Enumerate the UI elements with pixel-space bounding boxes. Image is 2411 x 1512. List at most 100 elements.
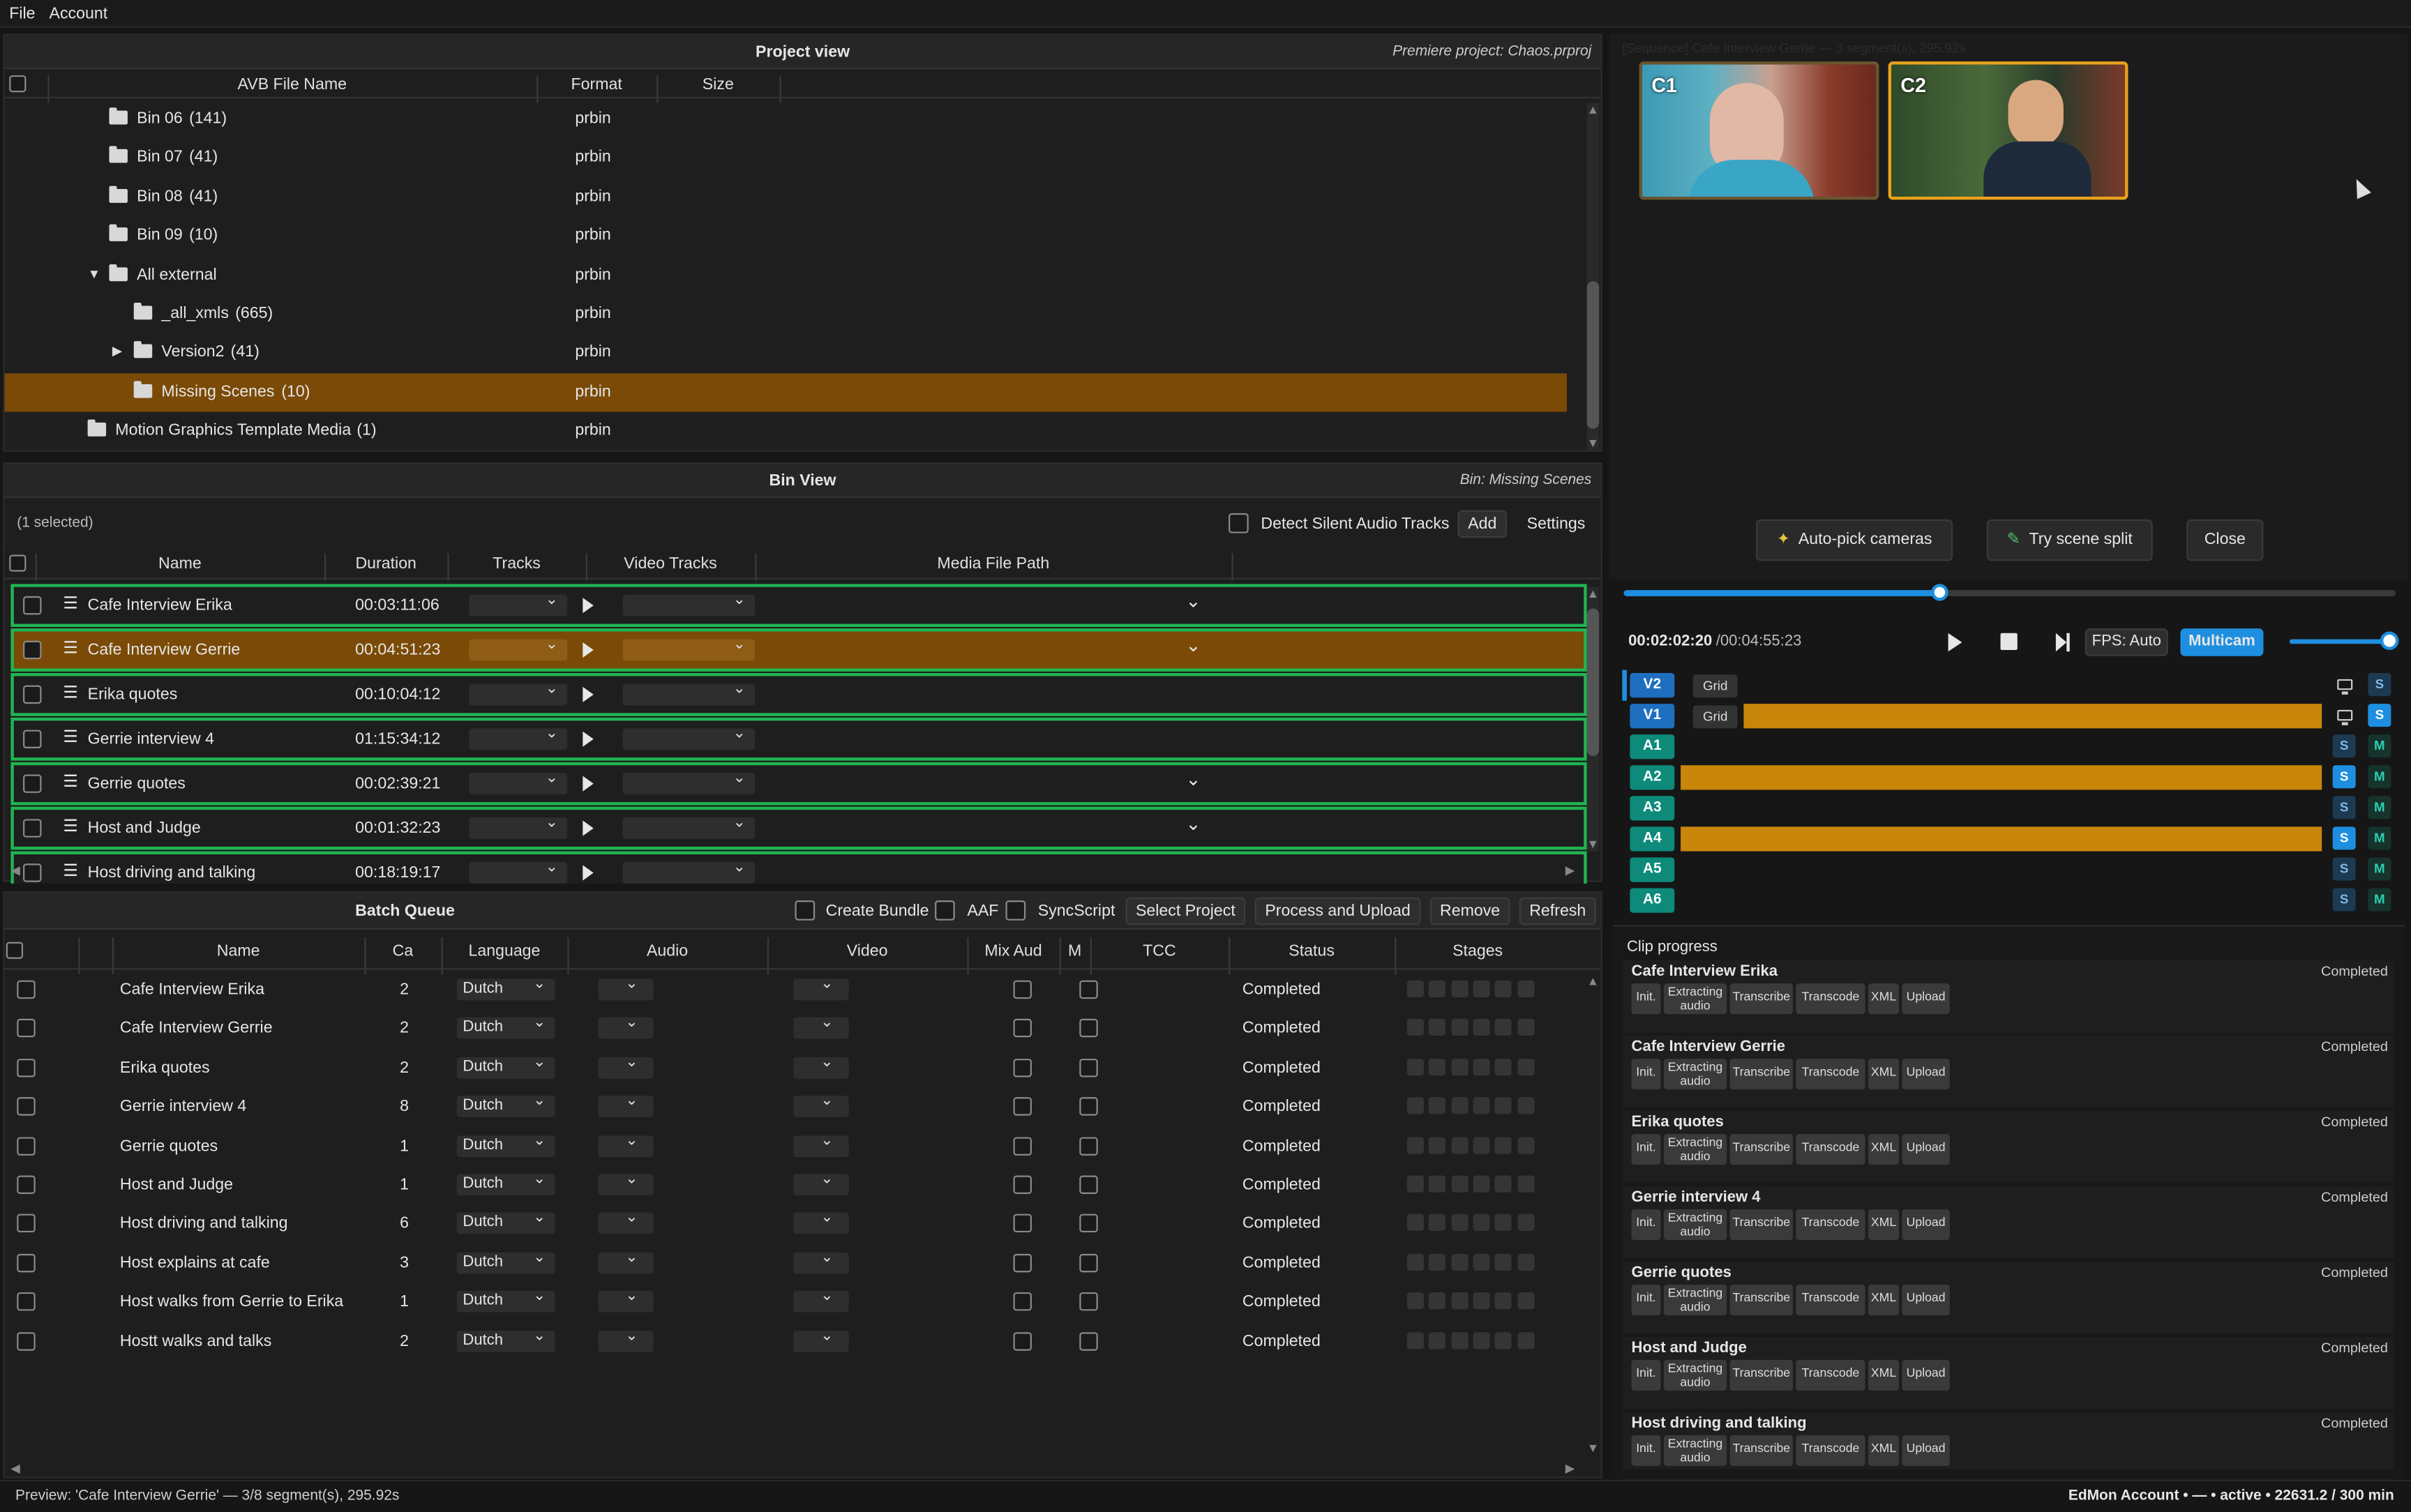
solo-button[interactable]: S [2368, 673, 2391, 697]
video-dropdown[interactable]: ⌄ [793, 1054, 849, 1079]
project-row[interactable]: Bin 07 (41) prbin [5, 139, 1567, 177]
bin-row-checkbox[interactable] [23, 863, 42, 882]
col-q-audio[interactable]: Audio [646, 942, 689, 961]
col-q-language[interactable]: Language [468, 942, 541, 961]
settings-button[interactable]: Settings [1526, 515, 1586, 534]
video-tracks-dropdown[interactable]: ⌄ [622, 770, 756, 795]
drag-handle-icon[interactable]: ☰ [63, 639, 79, 658]
bin-row-checkbox[interactable] [23, 685, 42, 704]
project-scrollbar[interactable]: ▲ ▼ [1586, 103, 1600, 451]
timeline-scrubber[interactable] [1623, 584, 2396, 601]
step-forward-icon[interactable] [2055, 633, 2067, 652]
col-size[interactable]: Size [702, 75, 734, 94]
mute-button[interactable]: M [2368, 765, 2391, 789]
detect-silent-checkbox[interactable] [1229, 513, 1249, 534]
project-row[interactable]: Missing Scenes (10) prbin [4, 372, 1567, 412]
queue-row[interactable]: Erika quotes 2 Dutch ⌄ ⌄ ⌄ Completed [5, 1049, 1567, 1087]
mix-audio-checkbox[interactable] [1013, 1331, 1032, 1350]
video-tracks-dropdown[interactable]: ⌄ [622, 859, 756, 884]
queue-row[interactable]: Host walks from Gerrie to Erika 1 Dutch ⌄ ⌄ ⌄… [5, 1283, 1567, 1322]
bin-row-checkbox[interactable] [23, 729, 42, 749]
tracks-dropdown[interactable]: ⌄ [469, 770, 568, 795]
close-button[interactable]: Close [2186, 519, 2264, 561]
media-path-chevron-icon[interactable]: ⌄ [1185, 634, 1201, 656]
track-label-a4[interactable]: A4 [1630, 826, 1675, 852]
m-checkbox[interactable] [1079, 980, 1098, 999]
audio-dropdown[interactable]: ⌄ [598, 1093, 654, 1118]
mix-audio-checkbox[interactable] [1013, 1175, 1032, 1194]
bin-row-checkbox[interactable] [23, 596, 42, 615]
add-button[interactable]: Add [1457, 510, 1508, 538]
play-preview-icon[interactable] [583, 731, 594, 747]
audio-dropdown[interactable]: ⌄ [598, 1054, 654, 1079]
col-avb-file-name[interactable]: AVB File Name [237, 75, 347, 94]
bin-scroll-right[interactable]: ▶ [1565, 863, 1575, 878]
audio-dropdown[interactable]: ⌄ [598, 1327, 654, 1352]
drag-handle-icon[interactable]: ☰ [63, 862, 79, 881]
remove-button[interactable]: Remove [1429, 897, 1510, 925]
col-q-video[interactable]: Video [846, 942, 888, 961]
mute-button[interactable]: M [2368, 734, 2391, 758]
queue-row-checkbox[interactable] [17, 1214, 36, 1233]
project-row[interactable]: Motion Graphics Template Media (1) prbin [5, 412, 1567, 451]
queue-row-checkbox[interactable] [17, 1058, 36, 1078]
volume-knob[interactable] [2380, 631, 2398, 650]
col-duration[interactable]: Duration [355, 554, 416, 573]
solo-button[interactable]: S [2332, 857, 2356, 881]
queue-row[interactable]: Gerrie quotes 1 Dutch ⌄ ⌄ ⌄ Completed [5, 1127, 1567, 1165]
auto-pick-cameras-button[interactable]: ✦ Auto-pick cameras [1756, 519, 1953, 561]
mute-button[interactable]: M [2368, 826, 2391, 850]
solo-button[interactable]: S [2332, 734, 2356, 758]
video-dropdown[interactable]: ⌄ [793, 1327, 849, 1352]
m-checkbox[interactable] [1079, 1175, 1098, 1194]
play-preview-icon[interactable] [583, 686, 594, 702]
audio-dropdown[interactable]: ⌄ [598, 1171, 654, 1196]
queue-row-checkbox[interactable] [17, 1253, 36, 1272]
col-q-stages[interactable]: Stages [1452, 942, 1503, 961]
language-dropdown[interactable]: Dutch ⌄ [456, 1210, 555, 1235]
queue-row-checkbox[interactable] [17, 1292, 36, 1311]
track-label-v1[interactable]: V1 [1630, 704, 1675, 729]
mix-audio-checkbox[interactable] [1013, 1097, 1032, 1117]
language-dropdown[interactable]: Dutch ⌄ [456, 1015, 555, 1040]
col-q-status[interactable]: Status [1289, 942, 1335, 961]
queue-row-checkbox[interactable] [17, 1136, 36, 1155]
track-label-a2[interactable]: A2 [1630, 765, 1675, 790]
audio-dropdown[interactable]: ⌄ [598, 1210, 654, 1235]
create-bundle-checkbox[interactable] [795, 900, 816, 921]
media-path-chevron-icon[interactable]: ⌄ [1185, 768, 1201, 790]
track-clip-bar[interactable] [1681, 765, 2322, 790]
volume-slider[interactable] [2289, 631, 2398, 650]
audio-dropdown[interactable]: ⌄ [598, 1015, 654, 1040]
bin-scroll-thumb[interactable] [1586, 608, 1600, 757]
video-tracks-dropdown[interactable]: ⌄ [622, 636, 756, 661]
m-checkbox[interactable] [1079, 1331, 1098, 1350]
video-dropdown[interactable]: ⌄ [793, 976, 849, 1001]
grid-button[interactable]: Grid [1692, 674, 1738, 698]
drag-handle-icon[interactable]: ☰ [63, 817, 79, 836]
m-checkbox[interactable] [1079, 1292, 1098, 1311]
col-q-name[interactable]: Name [216, 942, 260, 961]
bin-row[interactable]: ☰ Gerrie interview 4 01:15:34:12 ⌄ ⌄ [10, 717, 1587, 761]
col-name[interactable]: Name [158, 554, 202, 573]
video-tracks-dropdown[interactable]: ⌄ [622, 591, 756, 617]
col-tracks[interactable]: Tracks [493, 554, 541, 573]
mix-audio-checkbox[interactable] [1013, 1214, 1032, 1233]
menu-file[interactable]: File [9, 4, 36, 24]
video-dropdown[interactable]: ⌄ [793, 1288, 849, 1313]
project-scroll-thumb[interactable] [1586, 281, 1600, 429]
track-label-a3[interactable]: A3 [1630, 796, 1675, 821]
bin-row[interactable]: ☰ Erika quotes 00:10:04:12 ⌄ ⌄ [10, 673, 1587, 716]
language-dropdown[interactable]: Dutch ⌄ [456, 1327, 555, 1352]
solo-button[interactable]: S [2368, 704, 2391, 727]
track-clip-bar[interactable] [1743, 704, 2322, 729]
m-checkbox[interactable] [1079, 1058, 1098, 1078]
mix-audio-checkbox[interactable] [1013, 1058, 1032, 1078]
queue-scroll-left[interactable]: ◀ [10, 1461, 20, 1476]
solo-button[interactable]: S [2332, 888, 2356, 912]
queue-row[interactable]: Cafe Interview Gerrie 2 Dutch ⌄ ⌄ ⌄ Completed [5, 1010, 1567, 1048]
multicam-button[interactable]: Multicam [2180, 628, 2264, 656]
video-tracks-dropdown[interactable]: ⌄ [622, 725, 756, 750]
drag-handle-icon[interactable]: ☰ [63, 773, 79, 792]
scrubber-knob[interactable] [1932, 584, 1949, 601]
